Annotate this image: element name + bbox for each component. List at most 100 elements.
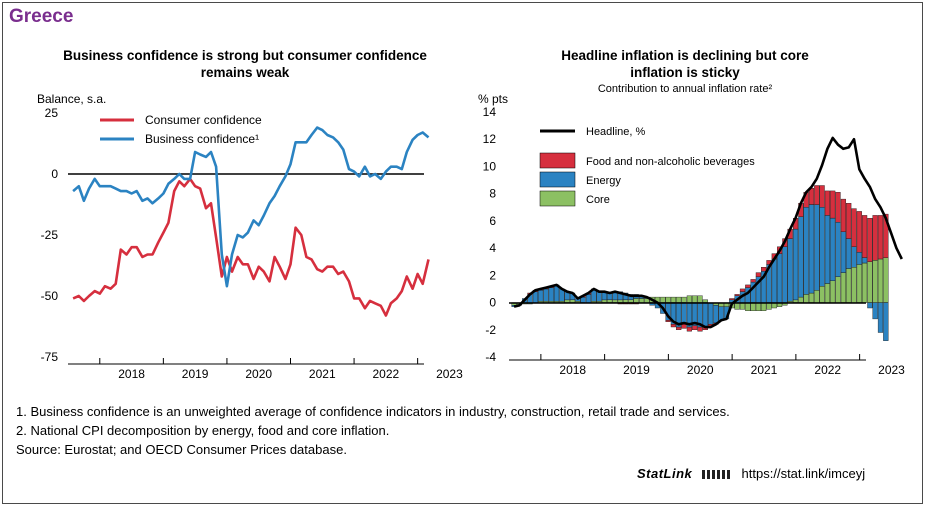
left-x-tick-label: 2019: [182, 367, 209, 381]
food-bar: [862, 215, 868, 258]
core-bar: [639, 298, 645, 303]
core-bar: [623, 299, 629, 303]
legend-energy-swatch: [539, 171, 576, 188]
core-bar: [793, 299, 799, 303]
energy-bar: [623, 292, 629, 301]
food-bar: [835, 192, 841, 223]
core-bar: [808, 292, 815, 303]
legend-business-label: Business confidence¹: [145, 132, 259, 146]
energy-bar: [782, 246, 788, 303]
left-x-tick-label: 2020: [245, 367, 272, 381]
food-bar: [745, 284, 751, 288]
core-bar: [862, 262, 868, 303]
energy-bar: [591, 290, 597, 302]
energy-bar: [808, 204, 815, 294]
right-y-tick-label: 0: [489, 296, 496, 310]
energy-bar: [548, 287, 554, 302]
footnote-1: 1. Business confidence is an unweighted …: [16, 404, 730, 419]
energy-bar: [718, 306, 724, 321]
energy-bar: [840, 231, 847, 273]
left-legend: Consumer confidence Business confidence¹: [100, 113, 262, 146]
core-bar: [702, 299, 708, 303]
legend-core-swatch: [539, 190, 576, 207]
core-bar: [830, 280, 836, 303]
core-bar: [692, 295, 698, 303]
left-y-tick-label: -25: [41, 228, 59, 242]
right-x-tick-label: 2020: [687, 363, 714, 377]
right-x-tick-label: 2023: [878, 363, 905, 377]
food-bar: [697, 326, 703, 332]
core-bar: [665, 296, 671, 303]
left-chart-title-line2: remains weak: [201, 65, 290, 80]
right-y-tick-label: 14: [483, 105, 497, 119]
statlink-url[interactable]: https://stat.link/imceyj: [741, 466, 866, 481]
food-bar: [824, 190, 831, 216]
energy-bar: [538, 290, 544, 302]
core-bar: [856, 264, 862, 303]
food-bar: [676, 326, 682, 331]
footnote-2: 2. National CPI decomposition by energy,…: [16, 423, 390, 438]
energy-bar: [851, 246, 857, 268]
food-bar: [729, 298, 735, 301]
core-bar: [814, 290, 820, 303]
statlink-logo-icon: [701, 470, 732, 480]
right-y-tick-label: 12: [483, 132, 497, 146]
core-bar: [676, 296, 682, 303]
legend-energy-label: Energy: [586, 175, 621, 187]
core-bar: [564, 299, 570, 303]
legend-headline-label: Headline, %: [586, 126, 646, 138]
energy-bar: [846, 238, 852, 269]
right-y-tick-label: -2: [485, 323, 496, 337]
food-bar: [830, 190, 836, 219]
energy-bar: [771, 258, 777, 303]
core-bar: [761, 302, 767, 312]
source-note: Source: Eurostat; and OECD Consumer Pric…: [16, 442, 347, 457]
right-y-tick-label: 10: [483, 159, 497, 173]
food-bar: [761, 267, 767, 272]
statlink: StatLink https://stat.link/imceyj: [637, 466, 865, 481]
food-bar: [808, 187, 815, 205]
core-bar: [617, 299, 623, 303]
right-chart-subtitle: Contribution to annual inflation rate²: [598, 83, 773, 95]
left-y-axis-label: Balance, s.a.: [37, 92, 106, 106]
core-bar: [803, 294, 809, 303]
core-bar: [846, 268, 852, 303]
energy-bar: [708, 302, 714, 325]
footnotes: 1. Business confidence is an unweighted …: [16, 402, 730, 459]
left-chart-title-line1: Business confidence is strong but consum…: [63, 48, 427, 63]
right-y-tick-label: 6: [489, 214, 496, 228]
energy-bar: [681, 302, 687, 325]
energy-bar: [596, 291, 602, 302]
energy-bar: [532, 291, 539, 303]
core-bar: [755, 302, 762, 312]
core-bar: [851, 267, 857, 303]
energy-bar: [830, 217, 836, 281]
right-y-axis-label: % pts: [478, 92, 508, 106]
energy-bar: [883, 302, 889, 341]
core-bar: [628, 299, 634, 303]
energy-bar: [819, 207, 825, 287]
consumer-confidence-line: [72, 177, 430, 317]
left-y-tick-label: -75: [41, 350, 59, 364]
core-bar: [750, 302, 756, 312]
energy-bar: [824, 215, 831, 284]
core-bar: [633, 298, 639, 303]
left-x-tick-label: 2021: [309, 367, 336, 381]
food-bar: [681, 324, 687, 329]
food-bar: [851, 208, 857, 247]
energy-bar: [872, 302, 878, 320]
food-bar: [867, 217, 873, 262]
core-bar: [824, 283, 831, 303]
right-y-tick-label: 8: [489, 187, 496, 201]
food-bar: [846, 202, 852, 239]
core-bar: [569, 299, 576, 303]
energy-bar: [798, 216, 804, 298]
country-title: Greece: [9, 6, 74, 27]
energy-bar: [856, 251, 862, 265]
energy-bar: [803, 207, 809, 295]
food-bar: [755, 272, 762, 277]
food-bar: [856, 211, 862, 253]
right-x-tick-label: 2022: [814, 363, 841, 377]
left-x-tick-label: 2018: [118, 367, 145, 381]
